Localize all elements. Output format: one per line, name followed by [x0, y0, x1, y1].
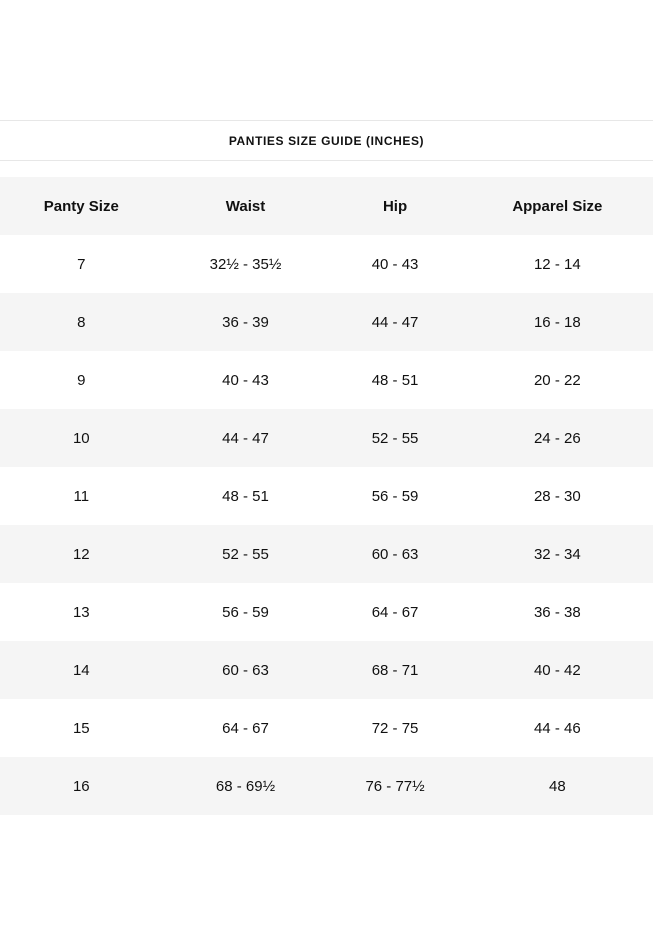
table-row: 9 40 - 43 48 - 51 20 - 22 [0, 351, 653, 409]
cell-hip: 56 - 59 [371, 487, 419, 505]
table-header-row: Panty Size Waist Hip Apparel Size [0, 177, 653, 235]
cell-panty-size: 7 [77, 255, 86, 273]
cell-hip: 76 - 77½ [365, 777, 425, 795]
cell-panty-size: 15 [72, 719, 90, 737]
cell-hip: 64 - 67 [371, 603, 419, 621]
cell-panty-size: 11 [73, 487, 90, 505]
header-hip: Hip [382, 197, 408, 215]
table-row: 14 60 - 63 68 - 71 40 - 42 [0, 641, 653, 699]
cell-apparel-size: 28 - 30 [533, 487, 581, 505]
table-row: 11 48 - 51 56 - 59 28 - 30 [0, 467, 653, 525]
cell-hip: 68 - 71 [371, 661, 419, 679]
cell-apparel-size: 24 - 26 [533, 429, 581, 447]
size-guide-title-bar: PANTIES SIZE GUIDE (INCHES) [0, 120, 653, 161]
cell-hip: 48 - 51 [371, 371, 419, 389]
cell-waist: 64 - 67 [222, 719, 269, 737]
cell-apparel-size: 32 - 34 [533, 545, 581, 563]
cell-hip: 52 - 55 [371, 429, 419, 447]
cell-apparel-size: 20 - 22 [533, 371, 581, 389]
title-table-gap [0, 161, 653, 177]
cell-panty-size: 14 [72, 661, 90, 679]
table-row: 15 64 - 67 72 - 75 44 - 46 [0, 699, 653, 757]
cell-waist: 40 - 43 [222, 371, 269, 389]
table-row: 12 52 - 55 60 - 63 32 - 34 [0, 525, 653, 583]
header-apparel-size: Apparel Size [512, 197, 603, 215]
cell-panty-size: 10 [72, 429, 90, 447]
header-waist: Waist [225, 197, 266, 215]
cell-hip: 44 - 47 [371, 313, 419, 331]
size-guide-table: Panty Size Waist Hip Apparel Size 7 32½ … [0, 177, 653, 815]
cell-waist: 60 - 63 [222, 661, 269, 679]
cell-waist: 52 - 55 [222, 545, 269, 563]
cell-apparel-size: 44 - 46 [533, 719, 581, 737]
cell-hip: 40 - 43 [371, 255, 419, 273]
table-row: 7 32½ - 35½ 40 - 43 12 - 14 [0, 235, 653, 293]
cell-apparel-size: 48 [548, 777, 566, 795]
table-row: 10 44 - 47 52 - 55 24 - 26 [0, 409, 653, 467]
cell-apparel-size: 16 - 18 [533, 313, 581, 331]
cell-panty-size: 8 [77, 313, 86, 331]
cell-waist: 48 - 51 [222, 487, 269, 505]
cell-apparel-size: 40 - 42 [533, 661, 581, 679]
cell-panty-size: 12 [72, 545, 90, 563]
cell-panty-size: 13 [72, 603, 90, 621]
cell-panty-size: 16 [72, 777, 90, 795]
cell-apparel-size: 12 - 14 [533, 255, 581, 273]
cell-apparel-size: 36 - 38 [533, 603, 581, 621]
cell-waist: 36 - 39 [222, 313, 269, 331]
cell-waist: 56 - 59 [222, 603, 269, 621]
table-row: 13 56 - 59 64 - 67 36 - 38 [0, 583, 653, 641]
table-row: 8 36 - 39 44 - 47 16 - 18 [0, 293, 653, 351]
cell-hip: 60 - 63 [371, 545, 419, 563]
cell-waist: 68 - 69½ [215, 777, 276, 795]
cell-waist: 44 - 47 [222, 429, 269, 447]
header-panty-size: Panty Size [43, 197, 119, 215]
size-guide-title: PANTIES SIZE GUIDE (INCHES) [228, 133, 425, 148]
table-row: 16 68 - 69½ 76 - 77½ 48 [0, 757, 653, 815]
cell-panty-size: 9 [77, 371, 86, 389]
cell-hip: 72 - 75 [371, 719, 419, 737]
cell-waist: 32½ - 35½ [209, 255, 282, 273]
top-whitespace [0, 0, 653, 120]
